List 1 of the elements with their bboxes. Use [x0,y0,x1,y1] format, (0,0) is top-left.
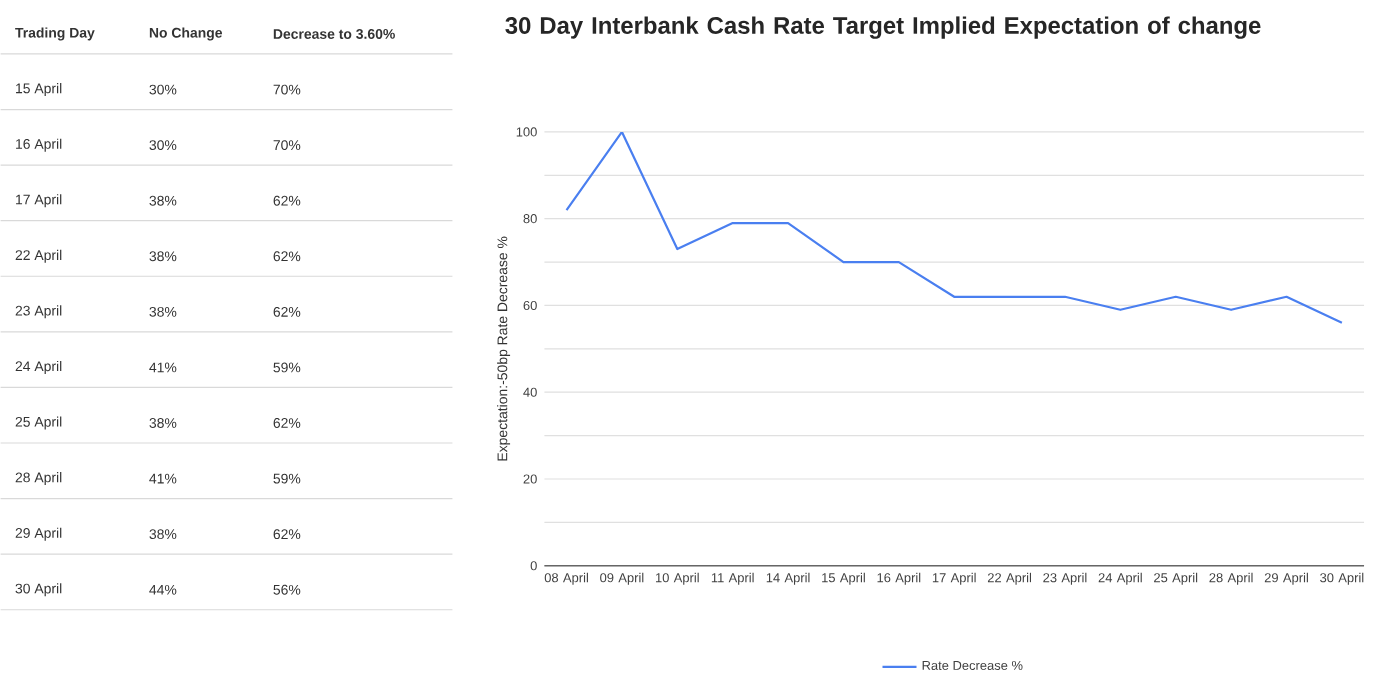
chart-title: 30 Day Interbank Cash Rate Target Implied Expectation of change [505,15,1261,39]
